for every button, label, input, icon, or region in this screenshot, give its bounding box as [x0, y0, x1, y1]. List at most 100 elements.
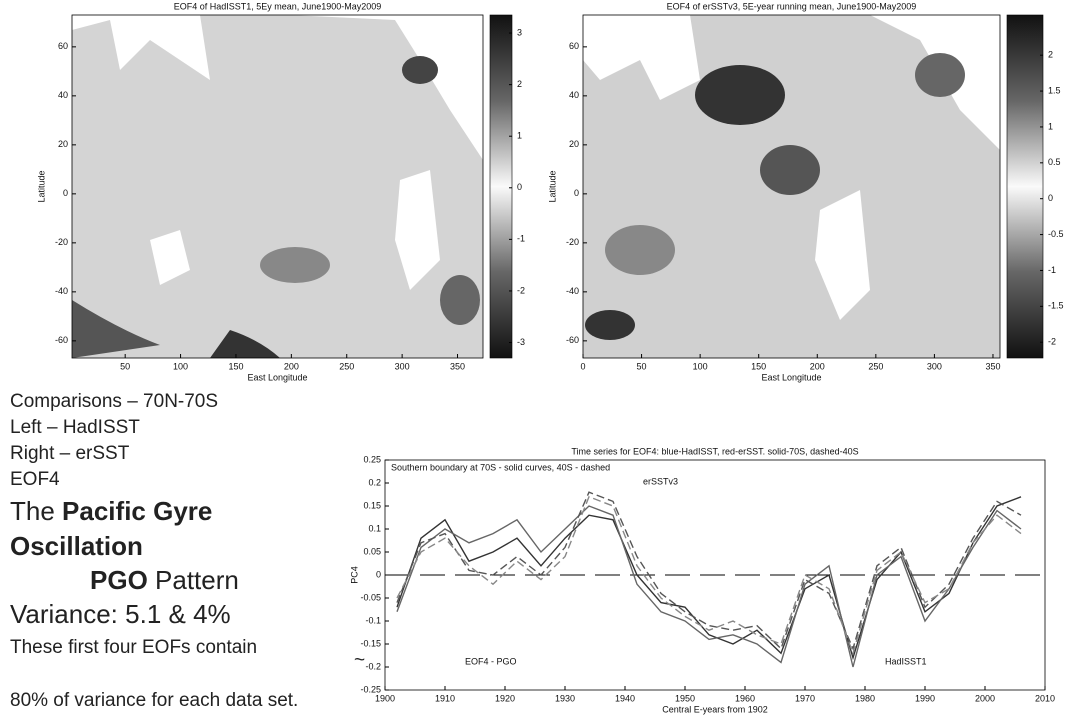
slide-text: Comparisons – 70N-70S: [10, 391, 219, 412]
x-tick-label: 0: [580, 361, 585, 371]
x-tick-label: 350: [450, 361, 465, 371]
x-tick-label: 300: [395, 361, 410, 371]
slide-text: The Pacific Gyre: [10, 496, 212, 527]
annotation: HadISST1: [885, 656, 927, 666]
x-tick-label: 1930: [555, 693, 575, 703]
y-tick-label: -0.2: [365, 661, 381, 671]
colorbar-tick-label: 0: [517, 182, 522, 192]
x-tick-label: 50: [120, 361, 130, 371]
x-tick-label: 200: [284, 361, 299, 371]
colorbar-tick-label: 0: [1048, 193, 1053, 203]
x-tick-label: 250: [868, 361, 883, 371]
x-tick-label: 2000: [975, 693, 995, 703]
x-tick-label: 1900: [375, 693, 395, 703]
colorbar-tick-label: 0.5: [1048, 157, 1061, 167]
x-tick-label: 1980: [855, 693, 875, 703]
y-tick-label: 0.25: [363, 454, 381, 464]
y-tick-label: 0: [63, 188, 68, 198]
plot-frame: [582, 14, 1001, 359]
colorbar-tick-label: -3: [517, 337, 525, 347]
colorbar-tick-label: 1: [517, 131, 522, 141]
colorbar: [1006, 14, 1044, 359]
y-tick-label: -20: [566, 237, 579, 247]
y-tick-label: -40: [566, 286, 579, 296]
series-line: [396, 495, 1022, 656]
x-tick-label: 1910: [435, 693, 455, 703]
x-tick-label: 1950: [675, 693, 695, 703]
slide-text: EOF4: [10, 469, 60, 490]
x-tick-label: 1990: [915, 693, 935, 703]
y-tick-label: -60: [566, 335, 579, 345]
x-tick-label: 300: [927, 361, 942, 371]
y-axis-label: Latitude: [547, 170, 557, 202]
y-tick-label: -0.05: [360, 592, 381, 602]
y-tick-label: -20: [55, 237, 68, 247]
y-axis-label: PC4: [349, 566, 359, 584]
colorbar-tick-label: -1: [517, 234, 525, 244]
text-run: Pattern: [155, 565, 239, 595]
slide-text: These first four EOFs contain: [10, 637, 258, 658]
x-tick-label: 50: [637, 361, 647, 371]
y-tick-label: 20: [569, 139, 579, 149]
y-tick-label: -0.25: [360, 684, 381, 694]
x-tick-label: 1960: [735, 693, 755, 703]
x-axis-label: East Longitude: [247, 372, 307, 382]
colorbar-tick-label: -2: [517, 285, 525, 295]
map-field: [72, 15, 483, 358]
text-run: Pacific Gyre: [62, 496, 213, 526]
y-tick-label: -0.1: [365, 615, 381, 625]
colorbar-tick-label: 1.5: [1048, 85, 1061, 95]
annotation: erSSTv3: [643, 476, 678, 486]
x-axis-label: Central E-years from 1902: [662, 704, 768, 714]
x-tick-label: 350: [985, 361, 1000, 371]
slide-text: Oscillation: [10, 531, 143, 562]
colorbar-tick-label: -1.5: [1048, 301, 1064, 311]
y-tick-label: 0: [376, 569, 381, 579]
x-tick-label: 1970: [795, 693, 815, 703]
map-field: [583, 15, 1000, 358]
plot-frame: [71, 14, 484, 359]
annotation: Southern boundary at 70S - solid curves,…: [391, 462, 610, 472]
colorbar-tick-label: 1: [1048, 121, 1053, 131]
slide-text: 80% of variance for each data set.: [10, 690, 299, 711]
colorbar-tick-label: 2: [517, 79, 522, 89]
y-tick-label: 0.15: [363, 500, 381, 510]
chart-title: EOF4 of HadISST1, 5Ey mean, June1900-May…: [174, 1, 382, 11]
x-tick-label: 150: [228, 361, 243, 371]
y-tick-label: 20: [58, 139, 68, 149]
annotation: EOF4 - PGO: [465, 656, 517, 666]
y-axis-label: Latitude: [36, 170, 46, 202]
y-tick-label: -60: [55, 335, 68, 345]
colorbar-tick-label: -1: [1048, 265, 1056, 275]
x-tick-label: 100: [693, 361, 708, 371]
chart-title: EOF4 of erSSTv3, 5E-year running mean, J…: [667, 1, 917, 11]
y-tick-label: 60: [569, 41, 579, 51]
y-tick-label: -40: [55, 286, 68, 296]
colorbar: [489, 14, 513, 359]
chart-title: Time series for EOF4: blue-HadISST, red-…: [571, 446, 858, 456]
text-run: PGO: [90, 565, 148, 595]
colorbar-tick-label: -0.5: [1048, 229, 1064, 239]
y-tick-label: 0.1: [368, 523, 381, 533]
slide-text: ~: [354, 650, 366, 671]
x-tick-label: 150: [751, 361, 766, 371]
y-tick-label: -0.15: [360, 638, 381, 648]
colorbar-tick-label: 3: [517, 27, 522, 37]
slide-text: Right – erSST: [10, 443, 130, 464]
y-tick-label: 0.05: [363, 546, 381, 556]
x-tick-label: 1940: [615, 693, 635, 703]
x-tick-label: 200: [810, 361, 825, 371]
text-run: Oscillation: [10, 531, 143, 561]
x-tick-label: 100: [173, 361, 188, 371]
y-tick-label: 0: [574, 188, 579, 198]
slide-text: Left – HadISST: [10, 417, 140, 438]
x-axis-label: East Longitude: [761, 372, 821, 382]
colorbar-tick-label: 2: [1048, 50, 1053, 60]
colorbar-tick-label: -2: [1048, 337, 1056, 347]
slide-text: PGO Pattern: [90, 565, 239, 596]
y-tick-label: 60: [58, 41, 68, 51]
slide-text: Variance: 5.1 & 4%: [10, 599, 231, 629]
text-run: The: [10, 496, 55, 526]
